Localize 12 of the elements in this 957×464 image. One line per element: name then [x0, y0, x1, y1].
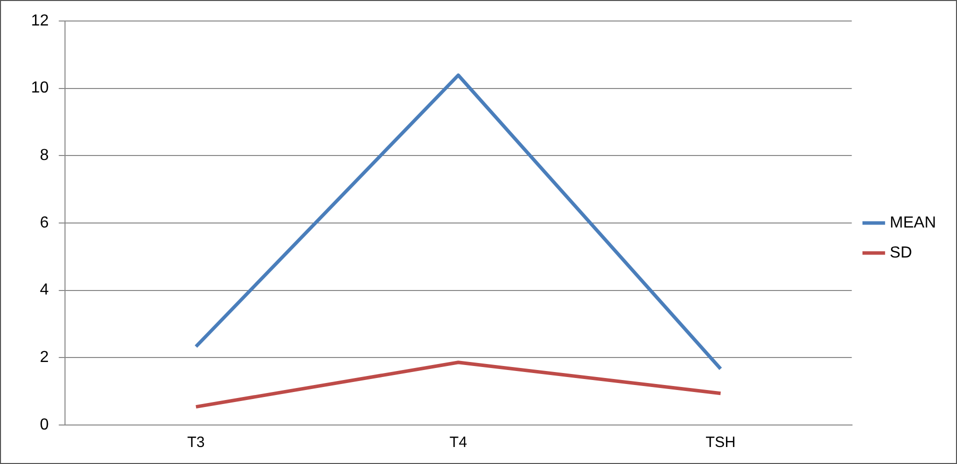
y-tick-label: 0 — [40, 416, 49, 434]
x-tick-label: T4 — [450, 434, 468, 452]
legend-label: MEAN — [890, 214, 936, 232]
y-tick-label: 6 — [40, 214, 49, 232]
y-tick-label: 8 — [40, 147, 49, 164]
y-tick-label: 10 — [31, 80, 49, 97]
y-tick-label: 2 — [40, 349, 49, 366]
y-tick-label: 12 — [31, 12, 49, 30]
x-tick-label: T3 — [187, 434, 205, 452]
y-tick-label: 4 — [40, 282, 49, 299]
x-tick-label: TSH — [706, 434, 736, 452]
legend-label: SD — [890, 244, 912, 262]
